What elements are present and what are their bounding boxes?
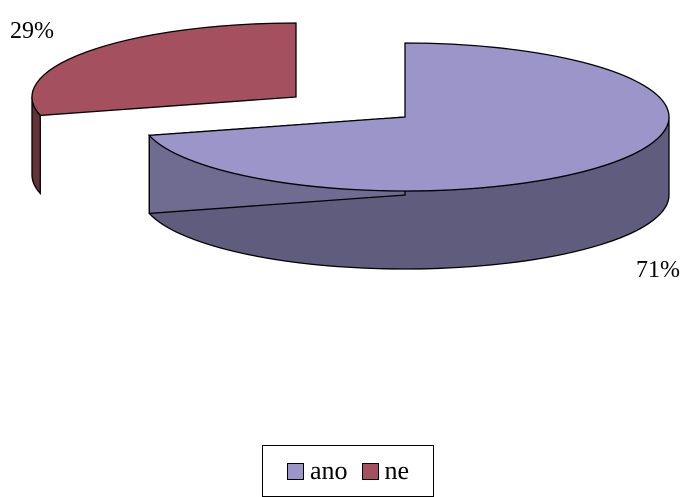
pie-slice-ano-top bbox=[147, 42, 670, 192]
pie-slice-ne bbox=[31, 22, 297, 196]
data-label-ano: 71% bbox=[636, 257, 680, 283]
pie-slice-ne-top bbox=[31, 22, 297, 117]
legend-label-ano: ano bbox=[309, 456, 348, 485]
data-label-ne: 29% bbox=[10, 18, 54, 44]
legend: ano ne bbox=[262, 445, 434, 497]
pie-slice-ano bbox=[147, 42, 670, 270]
legend-item-ne: ne bbox=[361, 456, 410, 486]
legend-item-ano: ano bbox=[286, 456, 348, 486]
legend-swatch-ne bbox=[361, 462, 379, 480]
legend-label-ne: ne bbox=[384, 456, 410, 485]
legend-swatch-ano bbox=[286, 462, 304, 480]
